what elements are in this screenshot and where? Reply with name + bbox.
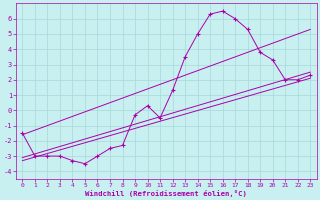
X-axis label: Windchill (Refroidissement éolien,°C): Windchill (Refroidissement éolien,°C) <box>85 190 247 197</box>
